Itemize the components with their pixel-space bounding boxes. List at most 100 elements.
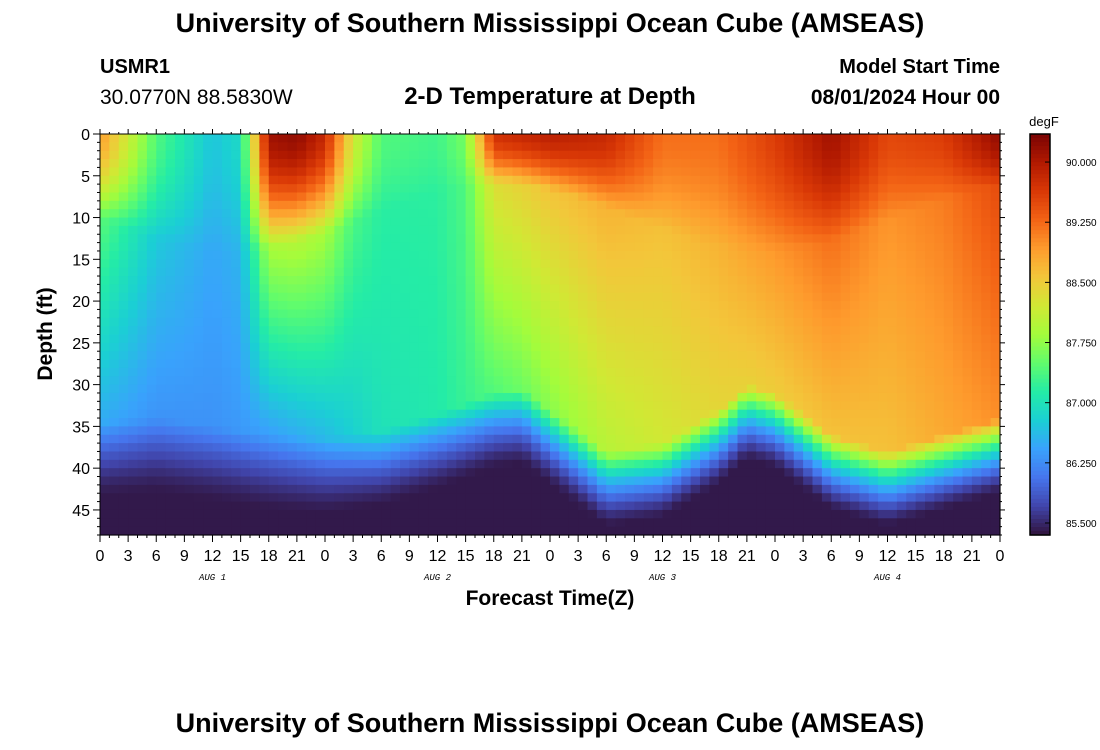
heatmap-cell: [118, 250, 129, 260]
heatmap-cell: [925, 317, 935, 327]
heatmap-cell: [831, 342, 842, 352]
heatmap-cell: [793, 351, 804, 361]
heatmap-cell: [100, 317, 110, 327]
heatmap-cell: [746, 401, 757, 411]
heatmap-cell: [681, 175, 692, 185]
heatmap-cell: [962, 392, 973, 402]
heatmap-cell: [193, 501, 204, 511]
heatmap-cell: [615, 292, 626, 302]
heatmap-cell: [962, 234, 973, 244]
heatmap-cell: [596, 451, 607, 461]
heatmap-cell: [643, 501, 654, 511]
heatmap-cell: [634, 200, 645, 210]
heatmap-cell: [137, 334, 148, 344]
heatmap-cell: [306, 384, 317, 394]
heatmap-cell: [606, 426, 617, 436]
heatmap-cell: [896, 526, 907, 536]
heatmap-cell: [690, 376, 701, 386]
heatmap-cell: [634, 142, 645, 152]
heatmap-cell: [690, 509, 701, 519]
heatmap-cell: [521, 225, 532, 235]
heatmap-cell: [990, 342, 1001, 352]
heatmap-cell: [596, 292, 607, 302]
heatmap-cell: [362, 418, 373, 427]
colorbar-segment: [1030, 154, 1050, 159]
heatmap-cell: [362, 342, 373, 352]
heatmap-cell: [400, 317, 410, 327]
heatmap-cell: [878, 284, 889, 294]
heatmap-cell: [390, 200, 401, 210]
heatmap-cell: [240, 134, 251, 143]
heatmap-cell: [737, 451, 748, 461]
heatmap-cell: [765, 301, 776, 311]
heatmap-cell: [512, 434, 523, 444]
heatmap-cell: [953, 200, 964, 210]
heatmap-cell: [193, 192, 204, 202]
heatmap-cell: [718, 526, 729, 536]
heatmap-cell: [531, 501, 542, 511]
heatmap-cell: [231, 401, 242, 411]
heatmap-cell: [484, 159, 495, 169]
heatmap-cell: [840, 484, 851, 494]
heatmap-cell: [109, 342, 120, 352]
heatmap-cell: [437, 317, 448, 327]
heatmap-cell: [934, 359, 945, 369]
heatmap-cell: [746, 284, 757, 294]
heatmap-cell: [765, 167, 776, 177]
heatmap-cell: [709, 142, 720, 152]
heatmap-cell: [606, 451, 617, 461]
heatmap-cell: [268, 284, 279, 294]
heatmap-cell: [840, 175, 851, 185]
heatmap-cell: [437, 501, 448, 511]
heatmap-cell: [175, 134, 185, 143]
heatmap-cell: [278, 234, 289, 244]
heatmap-cell: [587, 334, 598, 344]
heatmap-cell: [240, 459, 251, 469]
heatmap-cell: [343, 518, 354, 528]
heatmap-cell: [137, 292, 148, 302]
heatmap-cell: [428, 434, 439, 444]
heatmap-cell: [128, 334, 139, 344]
heatmap-cell: [831, 451, 842, 461]
heatmap-cell: [118, 292, 129, 302]
heatmap-cell: [493, 401, 504, 411]
heatmap-cell: [568, 284, 579, 294]
heatmap-cell: [981, 409, 992, 419]
heatmap-cell: [109, 175, 120, 185]
heatmap-cell: [240, 501, 251, 511]
heatmap-cell: [118, 167, 129, 177]
heatmap-cell: [475, 225, 485, 235]
heatmap-cell: [362, 242, 373, 252]
heatmap-cell: [250, 175, 260, 185]
heatmap-cell: [606, 225, 617, 235]
heatmap-cell: [746, 134, 757, 143]
heatmap-cell: [521, 276, 532, 285]
heatmap-cell: [250, 259, 260, 269]
heatmap-cell: [643, 209, 654, 219]
heatmap-cell: [109, 384, 120, 394]
heatmap-cell: [756, 476, 767, 486]
heatmap-cell: [446, 384, 457, 394]
heatmap-cell: [709, 192, 720, 202]
heatmap-cell: [175, 459, 185, 469]
heatmap-cell: [212, 426, 223, 436]
heatmap-cell: [737, 292, 748, 302]
heatmap-cell: [193, 267, 204, 277]
heatmap-cell: [362, 292, 373, 302]
heatmap-cell: [531, 434, 542, 444]
heatmap-cell: [831, 509, 842, 519]
heatmap-cell: [634, 259, 645, 269]
heatmap-cell: [784, 526, 795, 536]
heatmap-cell: [709, 459, 720, 469]
heatmap-cell: [156, 484, 167, 494]
heatmap-cell: [465, 326, 476, 336]
heatmap-cell: [887, 367, 898, 377]
heatmap-cell: [484, 259, 495, 269]
heatmap-cell: [906, 184, 917, 194]
heatmap-cell: [184, 184, 195, 194]
heatmap-cell: [728, 142, 739, 152]
heatmap-cell: [221, 359, 232, 369]
heatmap-cell: [109, 225, 120, 235]
heatmap-cell: [512, 501, 523, 511]
